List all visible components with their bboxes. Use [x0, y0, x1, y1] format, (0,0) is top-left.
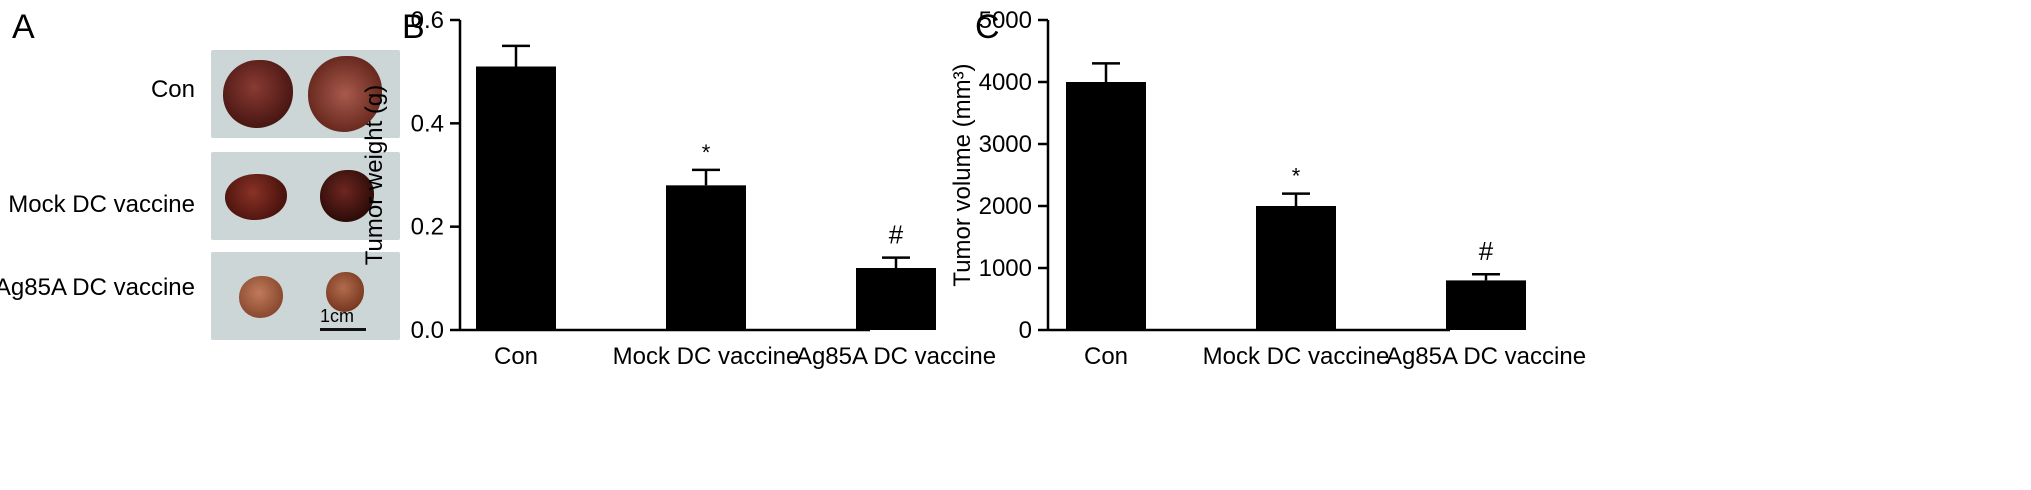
tumor-volume-chart: 0 1000 2000 3000 4000 5000 Tumor volume (mm³) C… [949, 7, 1586, 370]
y-tick-label: 0.6 [411, 7, 444, 34]
significance-mark-2: # [889, 220, 904, 250]
y-tick-label: 1000 [979, 255, 1032, 282]
panel-b-letter: B [402, 8, 425, 46]
x-category-label-2: Ag85A DC vaccine [796, 343, 996, 370]
y-axis-label: Tumor weight (g) [361, 85, 388, 266]
x-category-label-1: Mock DC vaccine [613, 343, 800, 370]
tumor-photo-mock-2 [300, 152, 400, 240]
tumor-photo-mock-1 [211, 152, 311, 240]
tumor-weight-chart: 0.0 0.2 0.4 0.6 Tumor weight (g) Con * Mock DC … [361, 7, 996, 370]
scale-bar-label: 1cm [320, 306, 355, 326]
y-tick-label: 2000 [979, 193, 1032, 220]
y-tick-label: 0.2 [411, 214, 444, 241]
x-category-label-0: Con [494, 343, 538, 370]
significance-mark-2: # [1479, 236, 1494, 266]
tumor-photo-con-2 [300, 50, 400, 138]
bar-2 [1446, 280, 1526, 330]
bar-2 [856, 268, 936, 330]
y-tick-label: 0 [1019, 317, 1032, 344]
row-label-ag85a: Ag85A DC vaccine [0, 274, 195, 301]
tumor-photo-ag85a-2: 1cm [300, 252, 400, 340]
panel-a-letter: A [12, 8, 35, 46]
bar-0 [476, 66, 556, 330]
significance-mark-1: * [1292, 164, 1301, 189]
x-category-label-2: Ag85A DC vaccine [1386, 343, 1586, 370]
y-tick-label: 0.0 [411, 317, 444, 344]
x-category-label-0: Con [1084, 343, 1128, 370]
x-category-label-1: Mock DC vaccine [1203, 343, 1390, 370]
panel-c-letter: C [975, 8, 1000, 46]
row-label-con: Con [150, 76, 195, 103]
y-tick-label: 3000 [979, 131, 1032, 158]
bar-0 [1066, 82, 1146, 330]
significance-mark-1: * [702, 140, 711, 165]
row-label-mock: Mock DC vaccine [8, 191, 195, 218]
tumor-photo-con-1 [211, 50, 311, 138]
tumor-photo-ag85a-1 [211, 252, 311, 340]
bar-1 [666, 185, 746, 330]
y-tick-label: 4000 [979, 69, 1032, 96]
y-tick-label: 5000 [979, 7, 1032, 34]
y-axis-label: Tumor volume (mm³) [949, 63, 976, 286]
bar-1 [1256, 206, 1336, 330]
y-tick-label: 0.4 [411, 110, 444, 137]
scale-bar [320, 328, 366, 331]
